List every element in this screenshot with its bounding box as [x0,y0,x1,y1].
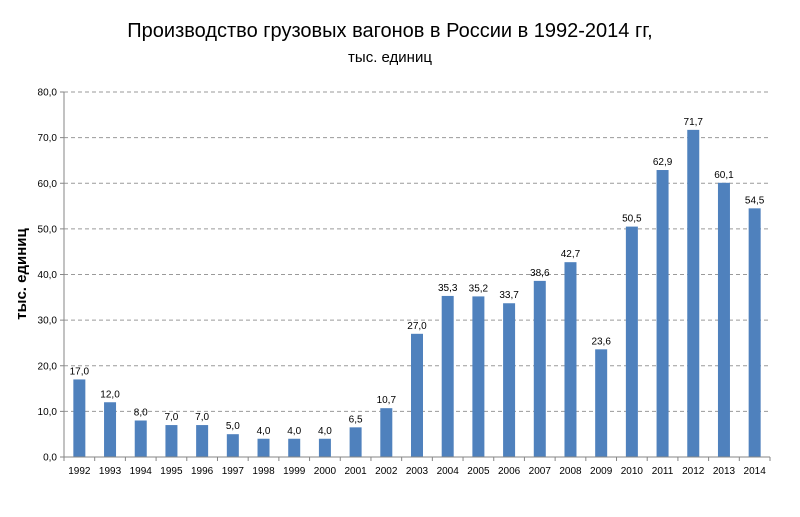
bar-2005 [472,296,485,457]
y-tick-label: 60,0 [38,179,58,190]
data-label-2004: 35,3 [438,283,458,294]
bar-2002 [380,408,393,457]
bar-2001 [349,427,362,457]
y-tick-label: 0,0 [43,453,57,464]
data-labels: 17,0 12,0 8,0 7,0 7,0 5,0 4,0 4,0 4,0 6,5 10,7 27,0… [70,117,765,437]
x-tick-label: 2000 [314,466,337,477]
x-tick-label: 2006 [498,466,521,477]
data-label-2002: 10,7 [377,395,397,406]
data-label-1994: 8,0 [134,408,148,419]
x-tick-label: 2008 [559,466,582,477]
bar-1994 [134,420,147,457]
bar-2007 [533,280,546,457]
x-tick-label: 2002 [375,466,398,477]
x-tick-label: 2003 [406,466,429,477]
x-tick-label: 1996 [191,466,214,477]
data-label-2010: 50,5 [622,214,642,225]
data-label-1992: 17,0 [70,366,90,377]
bar-2008 [564,262,577,457]
x-tick-label: 2011 [652,466,674,477]
data-label-2000: 4,0 [318,426,332,437]
y-axis-title: тыс. единиц [13,228,30,320]
data-label-2009: 23,6 [591,336,611,347]
y-tick-label: 20,0 [38,361,58,372]
data-label-1996: 7,0 [195,412,209,423]
chart-title: Производство грузовых вагонов в России в… [127,20,653,42]
bar-1996 [196,425,209,457]
x-tick-label: 2009 [590,466,613,477]
bar-1993 [104,402,117,457]
bar-2004 [441,295,454,457]
bar-2000 [318,438,331,457]
bar-1999 [288,438,301,457]
data-label-2001: 6,5 [349,414,363,425]
x-tick-label: 1998 [252,466,275,477]
bar-2010 [625,226,638,457]
data-label-1997: 5,0 [226,421,240,432]
bar-2014 [748,208,761,457]
x-tick-label: 2007 [529,466,552,477]
data-label-1995: 7,0 [164,412,178,423]
y-tick-label: 30,0 [38,316,58,327]
x-tick-label: 1997 [222,466,245,477]
data-label-2014: 54,5 [745,195,765,206]
bar-2011 [656,170,669,458]
y-tick-label: 10,0 [38,407,58,418]
x-tick-label: 2012 [682,466,705,477]
data-label-2006: 33,7 [499,290,519,301]
data-label-1993: 12,0 [100,389,120,400]
x-tick-label: 1993 [99,466,122,477]
y-tick-label: 50,0 [38,224,58,235]
bar-2003 [411,333,423,457]
x-tick-label: 1995 [160,466,183,477]
x-tick-label: 2001 [344,466,367,477]
data-label-2008: 42,7 [561,249,581,260]
x-tick-label: 1994 [130,466,153,477]
y-tick-label: 40,0 [38,270,58,281]
data-label-2003: 27,0 [407,321,427,332]
data-label-1999: 4,0 [287,426,301,437]
bar-1995 [165,425,178,457]
bar-2013 [717,182,730,457]
bars [73,129,761,458]
x-tick-label: 2013 [713,466,736,477]
data-label-2005: 35,2 [469,283,489,294]
x-tick-label: 2014 [744,466,767,477]
data-label-2011: 62,9 [653,157,673,168]
x-tick-label: 2004 [437,466,460,477]
bar-2012 [687,129,700,457]
data-label-1998: 4,0 [257,426,271,437]
data-label-2007: 38,6 [530,268,550,279]
y-tick-label: 80,0 [38,88,58,99]
bar-2009 [595,349,608,457]
x-tick-label: 2005 [467,466,490,477]
x-tick-label: 1992 [68,466,91,477]
x-tick-label: 1999 [283,466,306,477]
bar-1997 [226,434,239,457]
y-tick-label: 70,0 [38,133,58,144]
bar-1998 [257,438,270,457]
data-label-2013: 60,1 [714,170,734,181]
x-tick-label: 2010 [621,466,644,477]
bar-2006 [503,303,516,457]
axes: 0,0 10,0 20,0 30,0 40,0 50,0 60,0 70,0 80,0 1992 1… [38,88,771,477]
chart-subtitle: тыс. единиц [348,49,432,66]
data-label-2012: 71,7 [684,117,704,128]
bar-1992 [73,379,86,457]
